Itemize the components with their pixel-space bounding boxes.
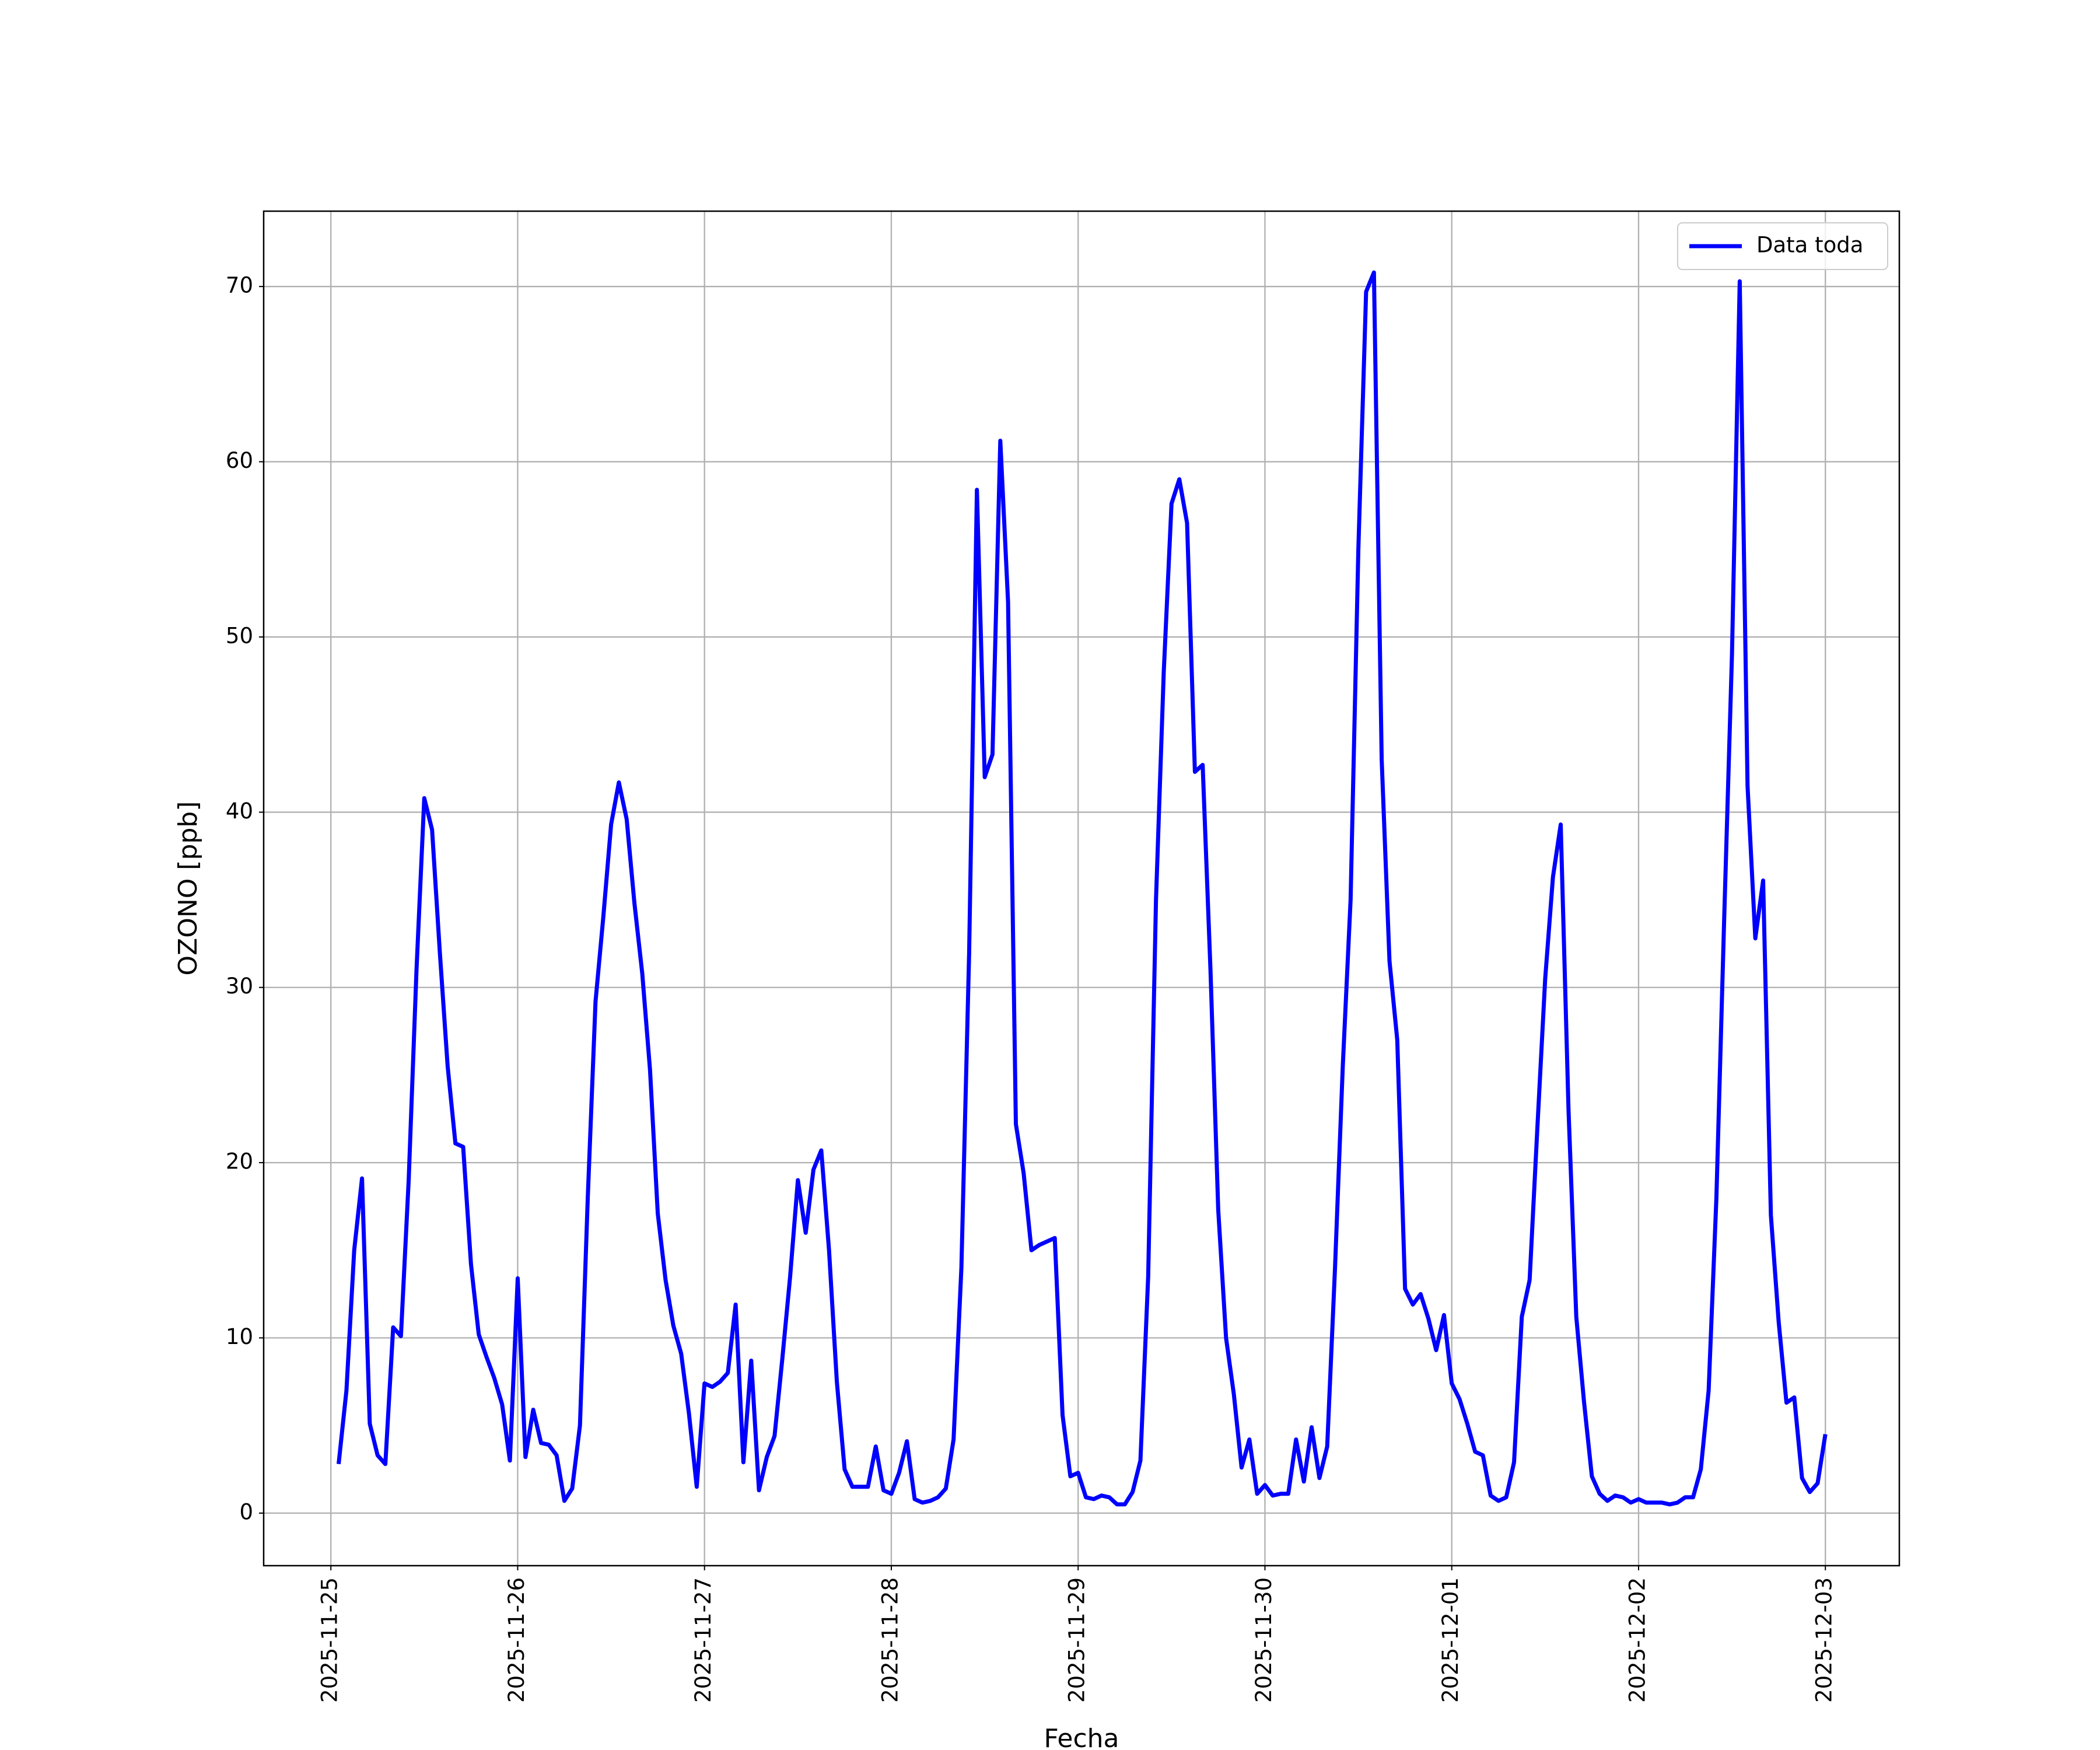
x-tick-label: 2025-11-26: [504, 1577, 529, 1703]
legend-label: Data toda: [1756, 233, 1863, 258]
x-tick-label: 2025-12-03: [1812, 1577, 1837, 1703]
y-tick-label: 70: [226, 273, 253, 298]
x-tick-label: 2025-11-30: [1251, 1577, 1276, 1703]
y-tick-label: 30: [226, 974, 253, 999]
y-tick-label: 20: [226, 1149, 253, 1174]
y-axis-label: OZONO [ppb]: [173, 801, 203, 975]
data-line: [337, 270, 1828, 1507]
x-tick-label: 2025-11-27: [691, 1577, 716, 1703]
legend-box: [1677, 222, 1888, 270]
x-tick-label: 2025-12-01: [1438, 1577, 1463, 1703]
x-tick-label: 2025-11-28: [877, 1577, 902, 1703]
x-axis-label: Fecha: [1044, 1724, 1119, 1750]
y-tick-label: 0: [239, 1499, 253, 1524]
y-tick-label: 10: [226, 1324, 253, 1349]
y-tick-label: 60: [226, 448, 253, 473]
y-tick-label: 40: [226, 799, 253, 824]
y-tick-label: 50: [226, 623, 253, 648]
x-tick-label: 2025-11-25: [317, 1577, 342, 1703]
x-tick-label: 2025-12-02: [1625, 1577, 1650, 1703]
x-tick-label: 2025-11-29: [1065, 1577, 1090, 1703]
plot-frame: [262, 210, 1901, 1567]
